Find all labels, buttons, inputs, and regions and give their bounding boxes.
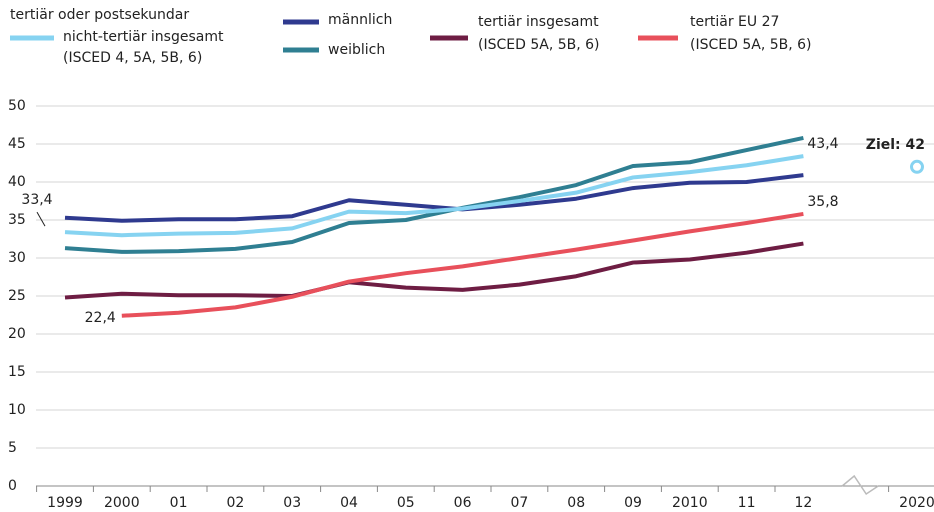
x-tick-label: 04 [340,495,358,511]
y-tick-label: 25 [8,288,26,304]
legend-label: tertiär EU 27 (ISCED 5A, 5B, 6) [690,14,812,53]
x-tick-label: 2000 [104,495,140,511]
y-tick-label: 35 [8,212,26,228]
legend-label: tertiär oder postsekundar nicht-tertiär i… [10,7,224,66]
legend-label: tertiär insgesamt (ISCED 5A, 5B, 6) [478,14,600,53]
x-tick-label: 1999 [47,495,83,511]
y-tick-label: 0 [8,478,17,494]
y-tick-label: 10 [8,402,26,418]
x-tick-label: 2020 [899,495,934,511]
x-tick-label: 12 [794,495,812,511]
y-tick-label: 40 [8,174,26,190]
series-line [121,211,804,318]
data-label: 33,4 [21,192,52,208]
x-tick-label: 11 [738,495,756,511]
axis-break [841,474,879,496]
x-tick-label: 08 [567,495,585,511]
target-label: Ziel: 42 [866,137,925,153]
data-label: 43,4 [807,136,838,152]
x-tick-label: 2010 [672,495,708,511]
series-line [64,154,804,238]
x-tick-label: 01 [170,495,188,511]
series-line [64,241,804,300]
target-marker [910,159,924,174]
legend-label: weiblich [328,42,385,58]
x-tick-label: 03 [283,495,301,511]
x-tick-label: 05 [397,495,415,511]
series-line [64,173,804,223]
x-tick-label: 02 [226,495,244,511]
data-label: 22,4 [85,310,116,326]
legend-label: männlich [328,12,392,28]
data-label: 35,8 [807,194,838,210]
y-tick-label: 20 [8,326,26,342]
label-leader [36,211,46,227]
y-tick-label: 5 [8,440,17,456]
y-tick-label: 30 [8,250,26,266]
series-line [64,135,804,254]
y-tick-label: 50 [8,98,26,114]
x-tick-label: 06 [454,495,472,511]
x-tick-label: 07 [510,495,528,511]
y-tick-label: 15 [8,364,26,380]
y-tick-label: 45 [8,136,26,152]
x-tick-label: 09 [624,495,642,511]
